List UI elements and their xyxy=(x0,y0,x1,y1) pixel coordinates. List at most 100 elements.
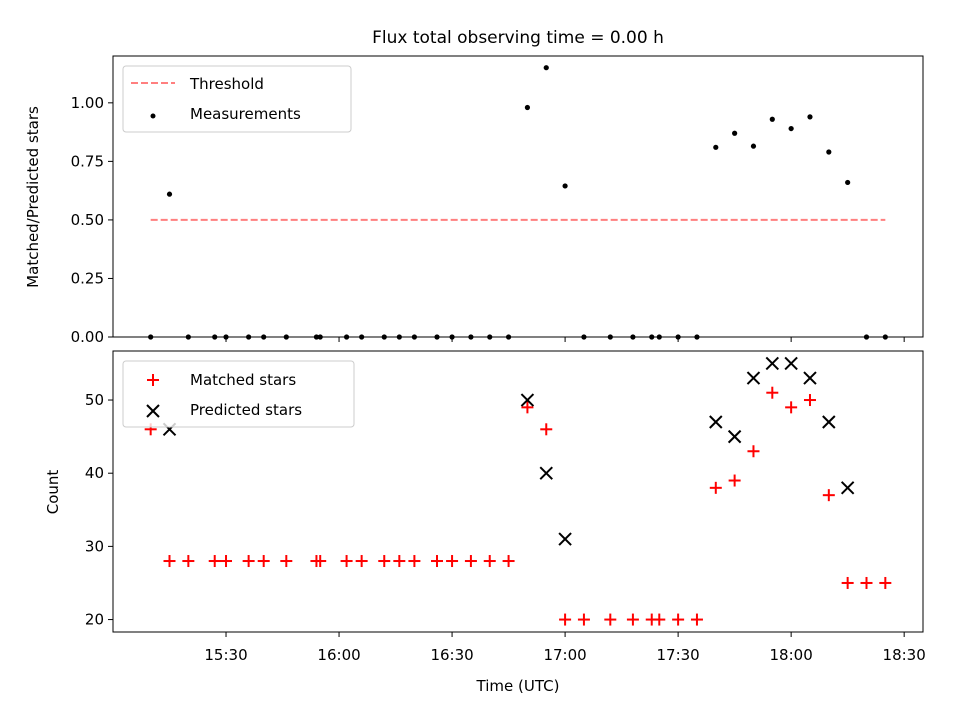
matched-star-point xyxy=(355,555,368,568)
bottom-legend: Matched stars Predicted stars xyxy=(122,360,355,428)
measurement-point xyxy=(694,334,700,340)
matched-star-point xyxy=(257,555,270,568)
measurement-point xyxy=(343,334,350,340)
top-y-axis-label: Matched/Predicted stars xyxy=(24,106,42,288)
matched-legend-label: Matched stars xyxy=(190,371,296,389)
x-tick-label: 17:00 xyxy=(543,646,586,664)
matched-star-point xyxy=(464,555,477,568)
measurement-point xyxy=(317,334,323,340)
measurement-point xyxy=(562,183,568,189)
measurement-point xyxy=(713,144,719,150)
matched-star-point xyxy=(728,474,741,487)
measurement-point xyxy=(434,334,440,340)
matched-star-point xyxy=(841,576,854,589)
bottom-y-axis-label: Count xyxy=(44,470,62,515)
matched-star-point xyxy=(653,613,666,626)
measurements-legend-marker xyxy=(150,113,156,119)
matched-star-point xyxy=(280,555,293,568)
measurement-point xyxy=(788,125,794,132)
measurement-point xyxy=(649,334,655,340)
x-tick-label: 15:30 xyxy=(204,646,247,664)
top-x-ticks xyxy=(225,337,905,342)
x-tick-label: 16:00 xyxy=(317,646,360,664)
predicted-star-point xyxy=(840,481,855,495)
predicted-star-point xyxy=(803,371,817,385)
matched-star-point xyxy=(604,613,617,626)
y-tick-label: 0.75 xyxy=(71,152,104,170)
top-axes-frame xyxy=(112,55,924,338)
matched-star-point xyxy=(446,555,459,568)
measurement-point xyxy=(313,334,320,340)
predicted-legend-label: Predicted stars xyxy=(190,401,302,419)
x-tick-label: 18:00 xyxy=(770,646,813,664)
measurement-point xyxy=(359,334,365,340)
measurement-point xyxy=(261,334,267,340)
matched-star-point xyxy=(483,555,496,568)
matched-star-point xyxy=(559,613,572,626)
predicted-star-point xyxy=(539,466,553,480)
matched-star-point xyxy=(822,489,835,502)
matched-star-point xyxy=(785,401,798,414)
y-tick-label: 0.25 xyxy=(71,269,104,287)
matched-star-point xyxy=(577,613,590,626)
matched-star-point xyxy=(163,555,176,568)
x-axis-label: Time (UTC) xyxy=(476,677,560,695)
measurement-point xyxy=(212,334,218,340)
top-panel: 0.00 0.25 0.50 0.75 1.00 Matched/Predicted s… xyxy=(24,55,924,346)
y-tick-label: 1.00 xyxy=(71,94,104,112)
measurement-point xyxy=(468,334,474,340)
predicted-star-point xyxy=(822,415,836,429)
predicted-stars-layer xyxy=(162,356,855,546)
measurements-legend-label: Measurements xyxy=(190,105,301,123)
measurement-point xyxy=(863,334,870,340)
matched-star-point xyxy=(242,555,255,568)
measurement-points-layer xyxy=(148,65,888,340)
measurement-point xyxy=(505,334,512,340)
y-tick-label: 30 xyxy=(85,537,104,555)
matched-star-point xyxy=(540,423,553,436)
y-tick-label: 0.00 xyxy=(71,328,104,346)
measurement-point xyxy=(826,149,832,155)
matched-star-point xyxy=(182,555,195,568)
top-legend: Threshold Measurements xyxy=(122,65,352,133)
measurement-point xyxy=(882,334,888,340)
matched-star-point xyxy=(747,445,760,458)
measurement-point xyxy=(750,143,757,149)
matched-star-point xyxy=(502,555,515,568)
matched-star-point xyxy=(393,555,406,568)
measurement-point xyxy=(845,179,851,186)
measurement-point xyxy=(396,334,402,340)
matched-star-point xyxy=(340,555,353,568)
predicted-star-point xyxy=(765,356,780,371)
predicted-star-point xyxy=(784,356,798,371)
matched-star-point xyxy=(314,555,327,568)
matched-star-point xyxy=(766,386,779,399)
measurement-point xyxy=(524,104,531,111)
predicted-star-point xyxy=(558,532,572,546)
measurement-point xyxy=(607,334,613,340)
matched-star-point xyxy=(803,394,816,407)
y-tick-label: 0.50 xyxy=(71,211,104,229)
matched-star-point xyxy=(690,613,703,626)
measurement-point xyxy=(381,334,387,340)
matched-star-point xyxy=(378,555,391,568)
measurement-point xyxy=(283,334,289,340)
y-tick-label: 40 xyxy=(85,464,104,482)
measurement-point xyxy=(411,334,417,340)
y-tick-label: 50 xyxy=(85,391,104,409)
measurement-point xyxy=(656,334,662,340)
bottom-legend-box xyxy=(122,360,355,428)
measurement-point xyxy=(769,116,775,122)
bottom-axes-frame xyxy=(112,350,924,633)
matched-star-point xyxy=(626,613,639,626)
matched-star-point xyxy=(709,481,722,494)
matched-legend-marker xyxy=(147,374,159,386)
measurement-point xyxy=(166,191,173,197)
predicted-star-point xyxy=(520,393,535,407)
measurement-point xyxy=(487,334,493,340)
matched-star-point xyxy=(220,555,233,568)
matched-stars-layer xyxy=(144,386,892,626)
threshold-legend-label: Threshold xyxy=(189,75,264,93)
